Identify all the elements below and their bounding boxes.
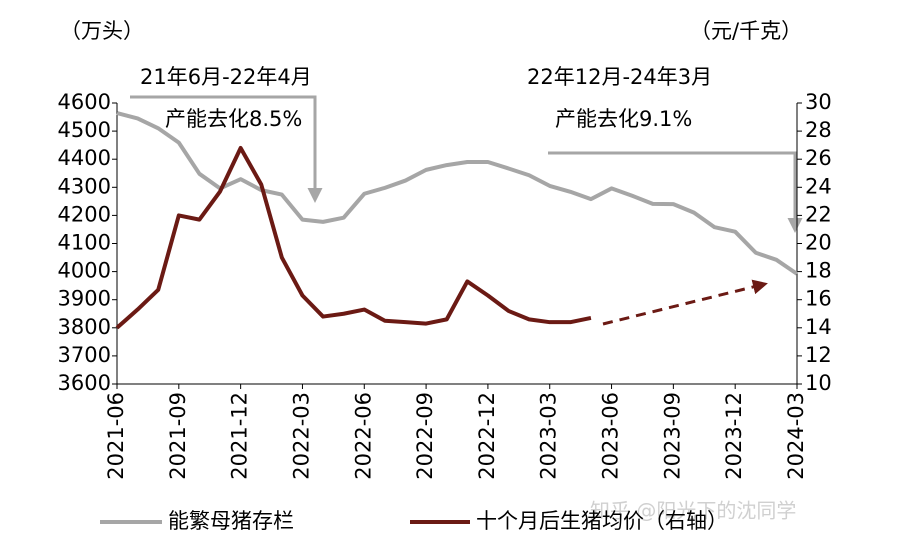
y2-tick-label: 14 <box>805 315 832 339</box>
y2-tick-label: 12 <box>805 343 832 367</box>
x-tick-label: 2022-06 <box>351 392 375 480</box>
y2-axis-label: （元/千克） <box>690 19 802 43</box>
y2-tick-label: 10 <box>805 371 832 395</box>
y-tick-label: 4200 <box>58 202 111 226</box>
x-tick-label: 2021-09 <box>166 392 190 480</box>
y-tick-label: 4300 <box>58 174 111 198</box>
x-tick-label: 2021-12 <box>228 392 252 480</box>
y-tick-label: 3900 <box>58 287 111 311</box>
y-axis-label: （万头） <box>60 19 144 43</box>
annotation-arrow <box>548 151 803 233</box>
y-tick-label: 4500 <box>58 118 111 142</box>
x-tick-label: 2023-06 <box>599 392 623 480</box>
watermark: 知乎 @阳光下的沈同学 <box>590 499 796 523</box>
y-tick-label: 4600 <box>58 90 111 114</box>
y2-tick-label: 24 <box>805 174 832 198</box>
series-line <box>115 145 592 330</box>
y2-tick-label: 22 <box>805 202 832 226</box>
projection-arrow <box>602 279 768 326</box>
x-tick-label: 2023-03 <box>537 392 561 480</box>
y2-tick-label: 18 <box>805 259 832 283</box>
x-tick-label: 2021-06 <box>104 392 128 480</box>
x-tick-label: 2023-09 <box>660 392 684 480</box>
y2-tick-label: 26 <box>805 146 832 170</box>
annotation: 产能去化9.1% <box>555 107 692 131</box>
y-tick-label: 4400 <box>58 146 111 170</box>
x-tick-label: 2022-12 <box>475 392 499 480</box>
x-tick-label: 2022-09 <box>413 392 437 480</box>
y2-tick-label: 28 <box>805 118 832 142</box>
y-tick-label: 4100 <box>58 231 111 255</box>
y-tick-label: 3800 <box>58 315 111 339</box>
annotation: 21年6月-22年4月 <box>140 65 312 89</box>
series-line <box>116 111 799 276</box>
y-tick-label: 3600 <box>58 371 111 395</box>
annotation: 22年12月-24年3月 <box>527 65 712 89</box>
annotation: 产能去化8.5% <box>165 107 302 131</box>
y2-tick-label: 20 <box>805 231 832 255</box>
x-tick-label: 2023-12 <box>722 392 746 480</box>
x-tick-label: 2022-03 <box>289 392 313 480</box>
legend-label: 能繁母猪存栏 <box>168 509 294 533</box>
y-tick-label: 4000 <box>58 259 111 283</box>
y2-tick-label: 16 <box>805 287 832 311</box>
x-tick-label: 2024-03 <box>784 392 808 480</box>
y2-tick-label: 30 <box>805 90 832 114</box>
legend-label: 十个月后生猪均价（右轴） <box>476 509 728 533</box>
y-tick-label: 3700 <box>58 343 111 367</box>
annotation-arrow <box>130 95 323 203</box>
